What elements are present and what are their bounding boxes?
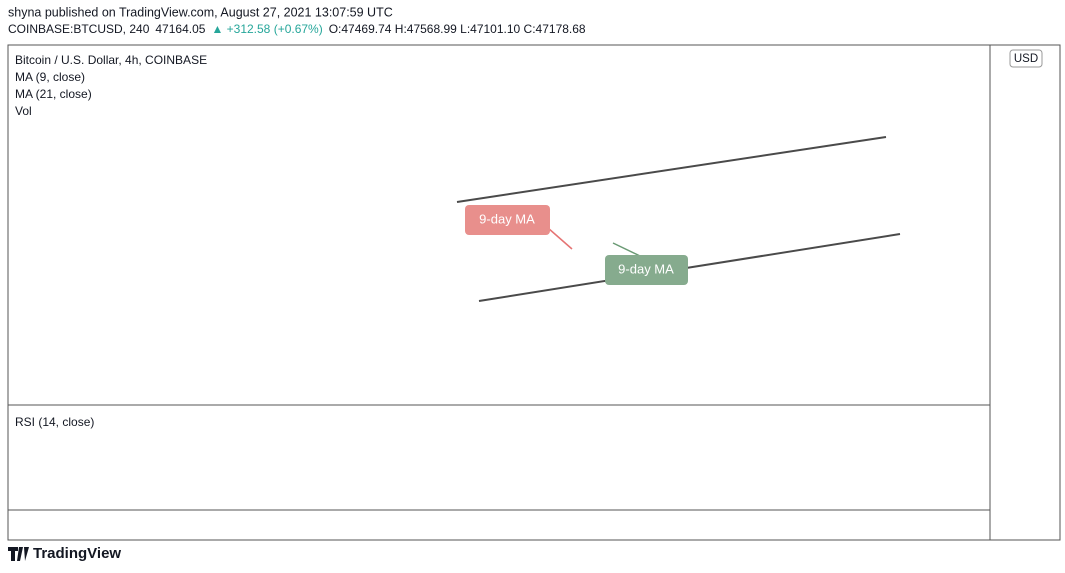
annotation: 9-day MA [479, 211, 535, 226]
annotation-arrow [612, 242, 641, 257]
channel-bottom [478, 233, 901, 302]
currency: USD [1014, 53, 1038, 65]
channel-top [456, 136, 887, 203]
legend-entry: MA (21, close) [15, 87, 92, 101]
annotation: 9-day MA [618, 261, 674, 276]
logo: TradingView [8, 545, 121, 562]
legend-entry: Vol [15, 104, 32, 118]
logo-icon [8, 547, 29, 561]
published: shyna published on TradingView.com, Augu… [8, 5, 393, 19]
last: 47164.05 [155, 22, 205, 36]
legend-title: Bitcoin / U.S. Dollar, 4h, COINBASE [15, 53, 207, 67]
logo-text: TradingView [33, 545, 121, 562]
annotation-box [465, 205, 550, 235]
legend-entry: MA (9, close) [15, 70, 85, 84]
rsi-legend: RSI (14, close) [15, 415, 94, 429]
annotation-box [605, 255, 688, 285]
annotation-arrow [547, 227, 573, 250]
currency-badge[interactable] [1009, 49, 1043, 68]
ohlc: O:47469.74 H:47568.99 L:47101.10 C:47178… [329, 22, 586, 36]
change: ▲ +312.58 (+0.67%) [211, 22, 322, 36]
symbol: COINBASE:BTCUSD, 240 47164.05 ▲ +312.58 (+… [8, 22, 586, 36]
chart-frame [7, 44, 1061, 541]
symbol-name: COINBASE:BTCUSD, 240 [8, 22, 150, 36]
